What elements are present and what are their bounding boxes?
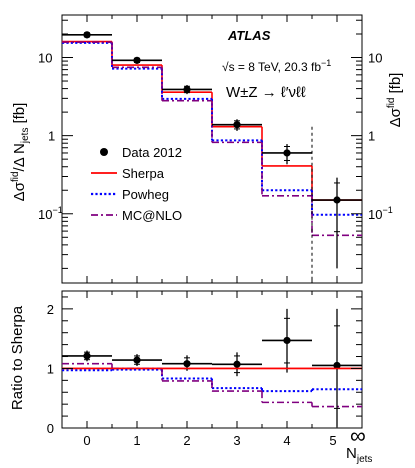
legend-label-sherpa: Sherpa — [122, 166, 165, 181]
ratio-frame — [61, 290, 363, 429]
ratio-panel: Ratio to Sherpa Njets ∞ — [9, 305, 372, 465]
main-data-point-4 — [283, 149, 291, 157]
legend-label-powheg: Powheg — [122, 187, 169, 202]
main-ytick-label-right-2: 10 — [368, 51, 382, 66]
main-data-point-0 — [83, 31, 91, 39]
ratio-ytick-label-0: 0 — [47, 421, 54, 436]
main-ytick-exp-0: −1 — [52, 205, 62, 215]
main-ylabel-left: Δσfid/Δ Njets [fb] — [10, 103, 31, 202]
main-ylabel-right-sigma: Δσ — [387, 107, 404, 127]
ratio-xtick-label-5: 5 — [329, 433, 336, 448]
energy-label-main: √s = 8 TeV, 20.3 fb — [222, 60, 321, 74]
legend-label-mcnlo: MC@NLO — [122, 208, 182, 223]
atlas-label: ATLAS — [227, 28, 271, 43]
ratio-xtick-label-4: 4 — [283, 433, 290, 448]
ratio-xlabel-main: N — [346, 445, 357, 462]
legend-label-data2012: Data 2012 — [122, 145, 182, 160]
ratio-xlabel-sub: jets — [356, 454, 373, 465]
ratio-data-point-4 — [283, 336, 291, 345]
main-ylabel-unit: [fb] — [11, 103, 28, 124]
ratio-xtick-label-0: 0 — [83, 433, 90, 448]
main-ytick-label-1: 1 — [48, 129, 55, 144]
main-ytick-label-right-1: 1 — [368, 129, 375, 144]
ratio-xtick-label-1: 1 — [133, 433, 140, 448]
overflow-tick-label: ∞ — [350, 423, 366, 448]
ratio-xlabel: Njets — [346, 445, 372, 465]
ratio-ytick-label-2: 2 — [47, 302, 54, 317]
main-ylabel-right: Δσfid [fb] — [386, 73, 404, 128]
main-ylabel-right-unit: [fb] — [387, 73, 404, 94]
main-data-point-2 — [183, 85, 191, 94]
main-data-point-3 — [233, 121, 241, 129]
main-ylabel-rest: /Δ N — [11, 143, 28, 171]
main-ylabel-sigma: Δσ — [11, 181, 28, 201]
main-panel: ATLAS √s = 8 TeV, 20.3 fb−1 W±Z → ℓ′νℓℓ … — [10, 28, 404, 201]
process-label: W±Z → ℓ′νℓℓ — [226, 84, 306, 101]
main-marks: 10−1 10−1 1 1 10 10 Data 2012 Sherpa Powheg MC@NL… — [38, 14, 393, 284]
energy-label: √s = 8 TeV, 20.3 fb−1 — [222, 58, 331, 74]
ratio-data-point-5 — [333, 361, 341, 370]
ratio-data-point-2 — [183, 360, 191, 368]
ratio-data-point-0 — [83, 352, 91, 360]
main-ylabel-right-sup: fid — [386, 98, 397, 109]
ratio-data-point-1 — [133, 356, 141, 364]
main-ytick-exp-right-0: −1 — [382, 205, 392, 215]
main-ytick-label-2: 10 — [38, 51, 52, 66]
legend-marker-data — [100, 148, 108, 156]
ratio-data-point-3 — [233, 360, 241, 368]
main-data-point-1 — [133, 56, 141, 64]
main-data-point-5 — [333, 196, 341, 204]
main-ytick-label-0: 10−1 — [38, 205, 63, 222]
main-ylabel-sub: jets — [20, 128, 31, 145]
ratio-marks: 0 1 2 0 1 2 3 4 5 — [47, 290, 363, 448]
ratio-xtick-label-2: 2 — [183, 433, 190, 448]
ratio-ylabel: Ratio to Sherpa — [9, 305, 26, 410]
ratio-ytick-label-1: 1 — [47, 361, 54, 376]
main-frame — [61, 14, 363, 284]
legend: Data 2012 Sherpa Powheg MC@NLO — [91, 145, 182, 223]
ratio-xtick-label-3: 3 — [233, 433, 240, 448]
main-ylabel-sup: fid — [10, 171, 21, 182]
main-ytick-label-right-0: 10−1 — [368, 205, 393, 222]
energy-label-sup: −1 — [321, 58, 331, 68]
